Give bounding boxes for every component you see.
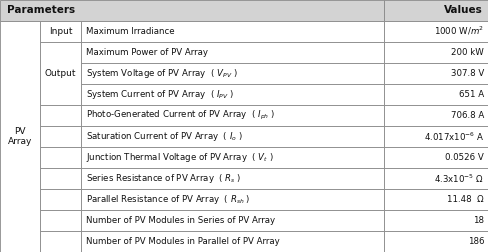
- Text: Parameters: Parameters: [7, 5, 75, 15]
- Bar: [383, 231, 488, 252]
- Bar: [81, 42, 383, 63]
- Text: System Voltage of PV Array  ( $V_{PV}$ ): System Voltage of PV Array ( $V_{PV}$ ): [85, 67, 237, 80]
- Text: 4.017x10$^{-6}$ A: 4.017x10$^{-6}$ A: [423, 130, 483, 143]
- Bar: [40, 105, 81, 126]
- Bar: [383, 147, 488, 168]
- Bar: [81, 147, 383, 168]
- Text: 18: 18: [472, 216, 483, 225]
- Bar: [383, 21, 488, 42]
- Text: PV
Array: PV Array: [8, 127, 32, 146]
- Text: 651 A: 651 A: [458, 90, 483, 99]
- Text: Parallel Resistance of PV Array  ( $R_{sh}$ ): Parallel Resistance of PV Array ( $R_{sh…: [85, 193, 250, 206]
- Bar: [383, 189, 488, 210]
- Bar: [383, 105, 488, 126]
- Text: 307.8 V: 307.8 V: [450, 69, 483, 78]
- Bar: [383, 63, 488, 84]
- Text: Number of PV Modules in Series of PV Array: Number of PV Modules in Series of PV Arr…: [85, 216, 274, 225]
- Bar: [81, 231, 383, 252]
- Text: 11.48  Ω: 11.48 Ω: [447, 195, 483, 204]
- Bar: [383, 42, 488, 63]
- Bar: [40, 147, 81, 168]
- Text: 4.3x10$^{-5}$ Ω: 4.3x10$^{-5}$ Ω: [433, 172, 483, 185]
- Text: 1000 W/$m^2$: 1000 W/$m^2$: [433, 25, 483, 37]
- Bar: [40, 189, 81, 210]
- Bar: [0, 21, 40, 252]
- Text: Junction Thermal Voltage of PV Array  ( $V_t$ ): Junction Thermal Voltage of PV Array ( $…: [85, 151, 273, 164]
- Bar: [40, 126, 81, 147]
- Bar: [40, 42, 81, 105]
- Text: Maximum Power of PV Array: Maximum Power of PV Array: [85, 48, 207, 57]
- Text: 706.8 A: 706.8 A: [450, 111, 483, 120]
- Text: Maximum Irradiance: Maximum Irradiance: [85, 27, 174, 36]
- Bar: [383, 168, 488, 189]
- Bar: [40, 210, 81, 231]
- Bar: [40, 21, 81, 42]
- Text: 200 kW: 200 kW: [450, 48, 483, 57]
- Bar: [40, 168, 81, 189]
- Text: Number of PV Modules in Parallel of PV Array: Number of PV Modules in Parallel of PV A…: [85, 237, 279, 246]
- Bar: [81, 189, 383, 210]
- Text: Series Resistance of PV Array  ( $R_s$ ): Series Resistance of PV Array ( $R_s$ ): [85, 172, 241, 185]
- Bar: [383, 126, 488, 147]
- Bar: [81, 126, 383, 147]
- Bar: [81, 168, 383, 189]
- Bar: [81, 21, 383, 42]
- Text: System Current of PV Array  ( $I_{PV}$ ): System Current of PV Array ( $I_{PV}$ ): [85, 88, 233, 101]
- Bar: [383, 84, 488, 105]
- Text: Saturation Current of PV Array  ( $I_o$ ): Saturation Current of PV Array ( $I_o$ ): [85, 130, 242, 143]
- Bar: [383, 210, 488, 231]
- Bar: [0, 0, 383, 21]
- Text: 186: 186: [467, 237, 483, 246]
- Text: Input: Input: [48, 27, 72, 36]
- Text: 0.0526 V: 0.0526 V: [445, 153, 483, 162]
- Bar: [81, 84, 383, 105]
- Bar: [383, 0, 488, 21]
- Bar: [40, 231, 81, 252]
- Bar: [81, 105, 383, 126]
- Text: Values: Values: [444, 5, 482, 15]
- Bar: [81, 210, 383, 231]
- Bar: [81, 63, 383, 84]
- Text: Photo-Generated Current of PV Array  ( $I_{ph}$ ): Photo-Generated Current of PV Array ( $I…: [85, 109, 274, 122]
- Text: Output: Output: [44, 69, 76, 78]
